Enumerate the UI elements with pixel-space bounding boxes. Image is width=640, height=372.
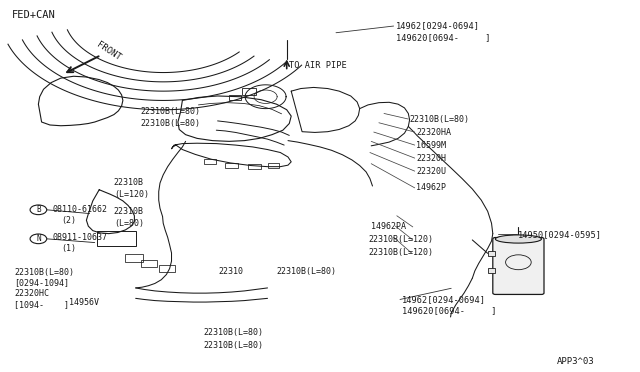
- Text: (L=80): (L=80): [114, 219, 144, 228]
- Text: (1): (1): [61, 244, 76, 253]
- Bar: [229, 95, 241, 100]
- Text: 22310: 22310: [219, 267, 244, 276]
- Text: [1094-    ]: [1094- ]: [14, 300, 69, 309]
- Text: 08911-10637: 08911-10637: [52, 233, 108, 242]
- Text: 14962[0294-0694]: 14962[0294-0694]: [402, 295, 486, 304]
- Bar: [141, 260, 157, 267]
- Bar: [242, 88, 256, 95]
- Text: TO AIR PIPE: TO AIR PIPE: [289, 61, 347, 70]
- Text: 149620[0694-     ]: 149620[0694- ]: [396, 33, 490, 42]
- Bar: [97, 231, 136, 246]
- Bar: [225, 163, 238, 168]
- Text: 22310B(L=120): 22310B(L=120): [368, 235, 433, 244]
- Text: 14962PA: 14962PA: [371, 222, 406, 231]
- Bar: [204, 159, 216, 164]
- Bar: [488, 251, 495, 256]
- Text: N: N: [36, 234, 41, 243]
- Bar: [125, 254, 143, 262]
- Text: 22310B(L=80): 22310B(L=80): [141, 119, 201, 128]
- Text: 22320U: 22320U: [416, 167, 446, 176]
- Text: [0294-1094]: [0294-1094]: [14, 278, 69, 287]
- Text: 14962P: 14962P: [416, 183, 446, 192]
- Text: 08110-61662: 08110-61662: [52, 205, 108, 214]
- Text: B: B: [36, 205, 41, 214]
- Text: 22310B: 22310B: [114, 207, 144, 216]
- Text: FED+CAN: FED+CAN: [12, 10, 55, 20]
- FancyBboxPatch shape: [493, 238, 544, 295]
- Ellipse shape: [495, 235, 541, 243]
- Bar: [159, 265, 175, 272]
- Text: 22320H: 22320H: [416, 154, 446, 163]
- Bar: [248, 164, 261, 169]
- Text: 22310B(L=120): 22310B(L=120): [368, 248, 433, 257]
- Text: FRONT: FRONT: [95, 40, 122, 62]
- Text: 149620[0694-     ]: 149620[0694- ]: [402, 306, 497, 315]
- Text: 22320HC: 22320HC: [14, 289, 49, 298]
- Text: APP3^03: APP3^03: [557, 357, 595, 366]
- Bar: [268, 163, 279, 168]
- Text: 22310B(L=80): 22310B(L=80): [14, 268, 74, 277]
- Text: 14950[0294-0595]: 14950[0294-0595]: [518, 230, 602, 239]
- Text: 14956V: 14956V: [69, 298, 99, 307]
- Circle shape: [30, 234, 47, 244]
- Text: 22310B(L=80): 22310B(L=80): [410, 115, 470, 124]
- Text: 22310B(L=80): 22310B(L=80): [276, 267, 337, 276]
- Circle shape: [30, 205, 47, 215]
- Text: 22320HA: 22320HA: [416, 128, 451, 137]
- Text: 14962[0294-0694]: 14962[0294-0694]: [396, 22, 479, 31]
- Text: (2): (2): [61, 216, 76, 225]
- Text: (L=120): (L=120): [114, 190, 149, 199]
- Text: 22310B(L=80): 22310B(L=80): [204, 328, 264, 337]
- Text: 22310B(L=80): 22310B(L=80): [141, 107, 201, 116]
- Text: 22310B(L=80): 22310B(L=80): [204, 341, 264, 350]
- Text: 16599M: 16599M: [416, 141, 446, 150]
- Text: 22310B: 22310B: [114, 178, 144, 187]
- Bar: [488, 268, 495, 273]
